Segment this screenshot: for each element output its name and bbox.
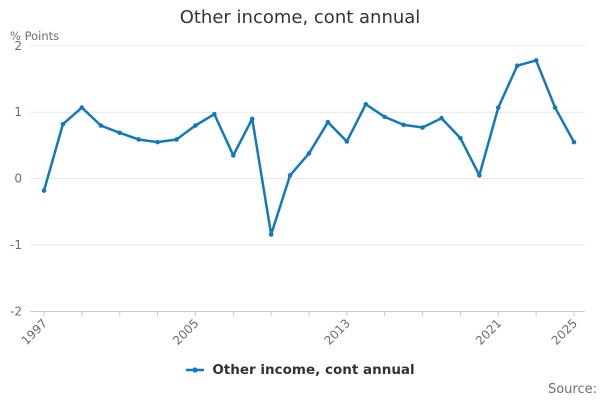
- data-point[interactable]: [136, 137, 141, 142]
- x-tick-label: 1997: [19, 316, 50, 347]
- x-tick-label: 2005: [170, 316, 201, 347]
- data-point[interactable]: [193, 123, 198, 128]
- data-point[interactable]: [571, 139, 577, 145]
- series-line: [42, 59, 576, 236]
- y-tick-label: 1: [14, 105, 22, 119]
- data-point[interactable]: [382, 114, 388, 120]
- data-point[interactable]: [249, 116, 255, 122]
- y-axis-unit-label: % Points: [10, 29, 60, 43]
- data-point[interactable]: [420, 125, 425, 130]
- y-tick-label: -2: [10, 305, 22, 319]
- data-point[interactable]: [212, 111, 217, 117]
- source-label: Source:: [547, 382, 597, 397]
- data-point[interactable]: [477, 173, 482, 178]
- data-point[interactable]: [155, 139, 160, 145]
- data-point[interactable]: [98, 123, 104, 128]
- x-tick-label: 2013: [321, 316, 352, 347]
- data-point[interactable]: [325, 119, 331, 125]
- data-point[interactable]: [439, 115, 444, 121]
- legend-item[interactable]: Other income, cont annual: [0, 362, 600, 378]
- data-point[interactable]: [268, 232, 274, 237]
- data-point[interactable]: [363, 101, 369, 107]
- data-point[interactable]: [174, 137, 179, 142]
- data-point[interactable]: [495, 105, 501, 110]
- data-point[interactable]: [41, 188, 47, 193]
- legend-line-marker-icon: [186, 367, 205, 373]
- data-point[interactable]: [344, 139, 350, 144]
- data-point[interactable]: [306, 151, 312, 156]
- data-point[interactable]: [117, 130, 123, 136]
- y-tick-label: 0: [14, 172, 22, 186]
- legend-label: Other income, cont annual: [212, 362, 415, 378]
- data-point[interactable]: [401, 122, 406, 128]
- data-point[interactable]: [79, 105, 85, 110]
- data-point[interactable]: [287, 173, 293, 178]
- data-point[interactable]: [458, 135, 463, 141]
- chart-title: Other income, cont annual: [179, 7, 421, 28]
- data-point[interactable]: [60, 121, 66, 127]
- y-tick-label: 2: [14, 39, 22, 53]
- data-point[interactable]: [230, 153, 236, 158]
- y-tick-label: -1: [10, 238, 22, 252]
- data-point[interactable]: [533, 58, 539, 63]
- data-point[interactable]: [514, 63, 520, 69]
- x-tick-label: 2025: [549, 316, 580, 347]
- x-tick-label: 2021: [473, 316, 504, 347]
- data-point[interactable]: [552, 105, 558, 110]
